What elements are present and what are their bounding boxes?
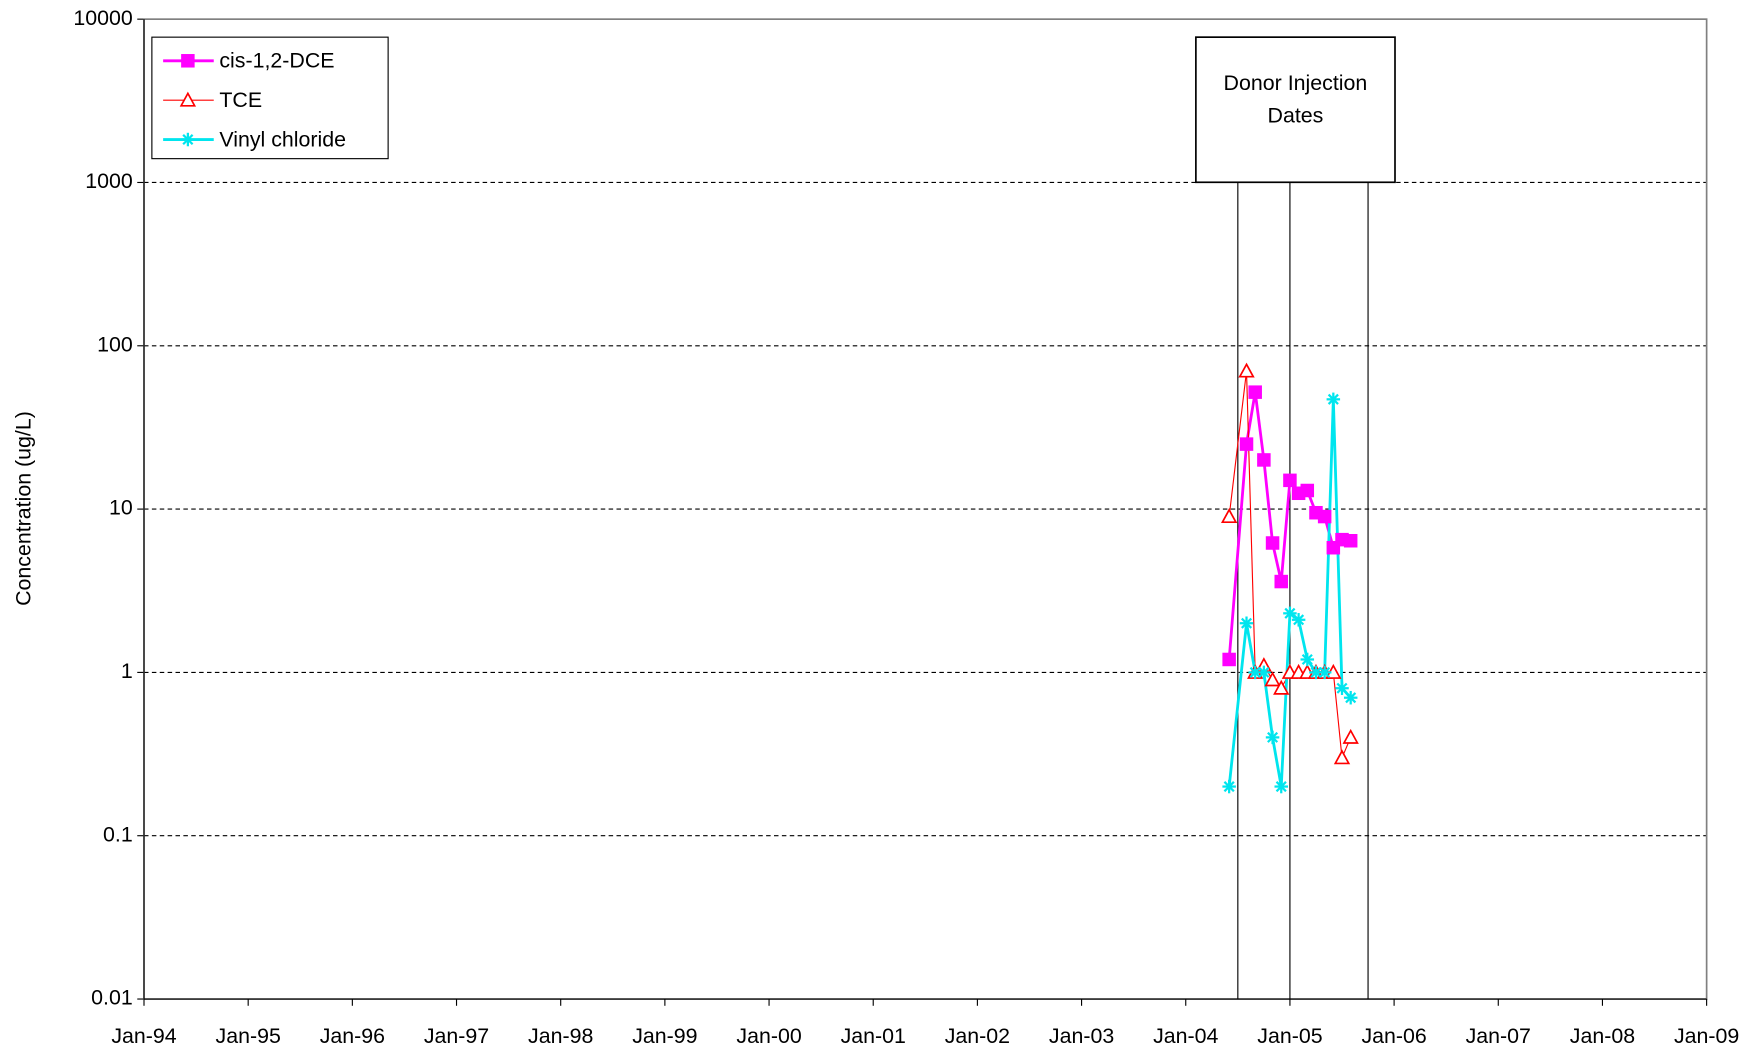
marker: [1343, 533, 1358, 548]
marker: [1222, 652, 1236, 667]
x-tick-label: Jan-06: [1361, 1024, 1426, 1048]
marker-stroke: [1240, 617, 1253, 629]
x-tick-label: Jan-95: [216, 1024, 281, 1048]
marker-stroke: [1284, 607, 1296, 619]
marker: [1283, 473, 1297, 488]
legend-entry: cis-1,2-DCE: [163, 49, 335, 73]
marker: [181, 54, 195, 68]
marker: [1274, 779, 1288, 794]
marker: [1326, 392, 1341, 407]
marker: [1239, 616, 1254, 630]
marker: [1248, 385, 1262, 399]
marker-stroke: [1319, 666, 1331, 678]
marker: [1300, 652, 1315, 667]
marker: [1343, 690, 1358, 705]
marker-stroke: [1258, 666, 1270, 678]
marker-stroke: [1275, 781, 1287, 793]
marker: [1291, 613, 1306, 627]
marker-stroke: [1293, 614, 1305, 626]
marker: [1317, 665, 1332, 680]
marker: [1300, 483, 1315, 498]
marker: [181, 132, 195, 147]
legend-entry: Vinyl chloride: [163, 127, 346, 151]
x-tick-label: Jan-09: [1674, 1024, 1739, 1048]
legend-entry: TCE: [163, 88, 262, 112]
legend-label: Vinyl chloride: [219, 127, 346, 151]
x-tick-label: Jan-04: [1153, 1024, 1218, 1048]
y-tick-label: 1000: [85, 169, 133, 193]
x-tick-label: Jan-05: [1257, 1024, 1322, 1048]
marker: [1265, 536, 1280, 550]
x-tick-label: Jan-02: [945, 1024, 1010, 1048]
legend-label: cis-1,2-DCE: [219, 49, 334, 73]
marker: [1239, 437, 1254, 451]
y-tick-label: 0.01: [91, 986, 133, 1010]
x-tick-label: Jan-98: [528, 1024, 593, 1048]
y-tick-label: 0.1: [103, 822, 133, 846]
marker-stroke: [1223, 781, 1235, 793]
marker: [1333, 749, 1351, 765]
marker: [1238, 362, 1255, 378]
legend-label: TCE: [219, 88, 262, 112]
annotation: Donor Injection Dates: [1223, 72, 1368, 129]
x-tick-label: Jan-08: [1570, 1024, 1635, 1048]
marker: [1342, 728, 1359, 744]
x-tick-label: Jan-97: [424, 1024, 489, 1048]
marker: [1317, 509, 1332, 524]
marker-stroke: [182, 134, 194, 146]
x-tick-label: Jan-94: [111, 1024, 176, 1048]
marker: [1220, 508, 1238, 524]
annotation-box: [1195, 36, 1396, 184]
marker-stroke: [1310, 666, 1322, 678]
marker-stroke: [1267, 731, 1279, 743]
marker: [1264, 671, 1281, 687]
y-tick-label: 10: [109, 496, 133, 520]
marker: [1273, 679, 1290, 695]
marker: [1257, 453, 1271, 467]
x-tick-label: Jan-96: [320, 1024, 385, 1048]
marker: [1222, 779, 1236, 794]
marker-stroke: [1327, 393, 1339, 405]
y-tick-label: 1: [121, 659, 133, 683]
y-tick-label: 100: [97, 332, 133, 356]
marker: [179, 91, 197, 107]
x-tick-label: Jan-00: [736, 1024, 801, 1048]
x-tick-label: Jan-01: [841, 1024, 906, 1048]
marker: [1265, 730, 1280, 745]
marker-stroke: [1345, 692, 1357, 704]
marker-stroke: [1336, 682, 1348, 694]
marker: [1274, 574, 1288, 589]
marker-stroke: [1249, 666, 1261, 678]
marker-stroke: [1301, 653, 1313, 665]
marker: [1283, 606, 1297, 621]
annotation-text: Donor Injection Dates: [1223, 72, 1368, 129]
y-axis-label: Concentration (ug/L): [11, 411, 35, 606]
y-tick-label: 10000: [73, 6, 133, 30]
x-tick-label: Jan-99: [632, 1024, 697, 1048]
x-tick-label: Jan-07: [1466, 1024, 1531, 1048]
marker: [1335, 681, 1349, 695]
x-tick-label: Jan-03: [1049, 1024, 1114, 1048]
marker: [1257, 665, 1271, 680]
